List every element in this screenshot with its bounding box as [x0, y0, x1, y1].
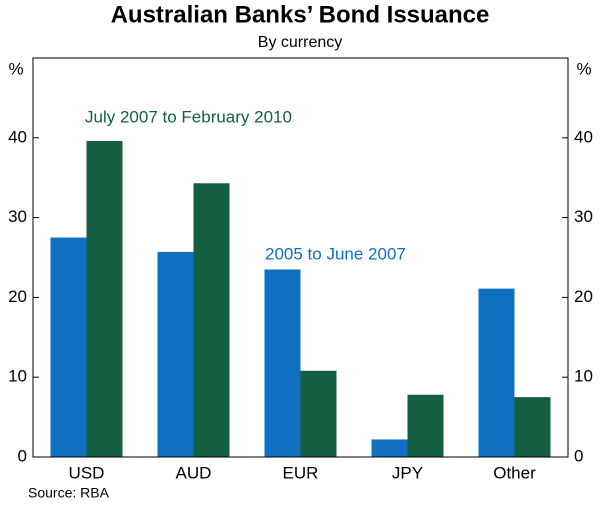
y2-tick-label: 0	[574, 446, 583, 465]
bar	[514, 397, 551, 457]
bar	[264, 269, 301, 457]
y-unit: %	[8, 59, 23, 78]
bar	[371, 439, 408, 457]
y2-tick-label: 10	[574, 367, 593, 386]
y-tick-label: 0	[18, 446, 27, 465]
source: Source: RBA	[28, 485, 110, 501]
x-tick-label: USD	[69, 463, 105, 482]
x-tick-label: Other	[493, 463, 536, 482]
bar	[157, 251, 194, 457]
legend-label: July 2007 to February 2010	[85, 107, 292, 126]
bar	[50, 237, 87, 457]
plot-frame	[32, 57, 569, 458]
bar	[193, 183, 230, 457]
x-tick-label: AUD	[176, 463, 212, 482]
bar	[407, 394, 444, 457]
x-tick-label: EUR	[283, 463, 319, 482]
y2-tick-label: 40	[574, 127, 593, 146]
bar	[478, 288, 515, 457]
chart-subtitle: By currency	[258, 34, 342, 51]
chart-title: Australian Banks’ Bond Issuance	[111, 1, 490, 28]
y-tick-label: 20	[8, 287, 27, 306]
y-tick-label: 30	[8, 207, 27, 226]
y2-tick-label: 20	[574, 287, 593, 306]
legend-label: 2005 to June 2007	[265, 244, 406, 263]
y2-tick-label: 30	[574, 207, 593, 226]
y2-unit: %	[576, 59, 591, 78]
y-tick-label: 10	[8, 367, 27, 386]
x-tick-label: JPY	[392, 463, 423, 482]
bar	[86, 140, 123, 457]
bar	[300, 370, 337, 457]
y-tick-label: 40	[8, 127, 27, 146]
